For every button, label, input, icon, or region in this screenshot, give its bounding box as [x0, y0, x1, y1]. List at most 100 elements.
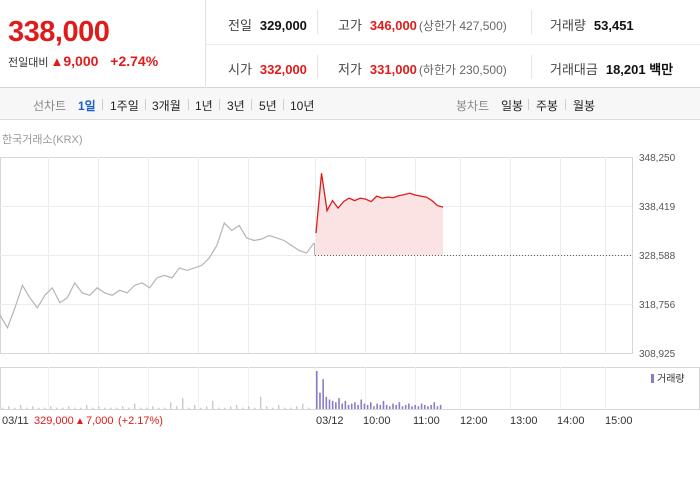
volume-bar	[38, 407, 40, 409]
volume-bar	[86, 404, 88, 409]
volume-bar	[379, 404, 382, 409]
volume-bar	[404, 404, 407, 409]
x-tick-label: 14:00	[557, 415, 585, 427]
high-label: 고가	[338, 18, 362, 33]
divider	[317, 55, 318, 79]
divider	[145, 99, 146, 110]
volume-bar	[319, 392, 321, 409]
volume-bar	[266, 406, 268, 409]
volume-bar	[417, 406, 420, 409]
volume-bar	[2, 407, 4, 409]
line-chart-label: 선차트	[33, 99, 67, 113]
y-tick-label: 308,925	[639, 349, 676, 360]
volume-bar	[128, 407, 130, 409]
volume-bar	[104, 407, 106, 409]
volume-bar	[354, 402, 356, 409]
period-5y[interactable]: 5년	[259, 99, 277, 113]
volume-bar	[401, 406, 404, 409]
volume-bar	[290, 407, 292, 409]
volume-bar	[389, 406, 391, 409]
volume-bar	[278, 404, 280, 409]
volume-bar	[176, 406, 178, 409]
prev-session-date: 03/11	[2, 415, 29, 427]
x-tick-label: 15:00	[605, 415, 633, 427]
divider	[102, 99, 103, 110]
triangle-up-icon: ▲	[50, 54, 64, 69]
today-line	[315, 173, 444, 234]
divider	[206, 44, 700, 45]
divider	[531, 55, 532, 79]
volume-bar	[122, 406, 124, 409]
volume-bar	[347, 404, 350, 409]
volume-bar	[302, 403, 304, 409]
candle-daily[interactable]: 일봉	[501, 99, 524, 113]
divider	[531, 10, 532, 34]
y-axis-ticks: 348,250 338,419 328,588 318,756 308,925	[639, 153, 676, 360]
volume-bar	[74, 407, 76, 409]
x-tick-label: 13:00	[510, 415, 538, 427]
volume-label: 거래량	[550, 18, 586, 33]
price-area	[316, 173, 443, 255]
volume-bar	[350, 403, 353, 409]
volume-bar	[134, 403, 136, 409]
chart-grid	[0, 157, 700, 410]
volume-bar	[116, 407, 118, 409]
x-axis-ticks: 03/12 10:00 11:00 12:00 13:00 14:00 15:00	[316, 415, 633, 427]
volume-bar	[369, 402, 372, 409]
x-tick-label: 11:00	[413, 415, 440, 427]
volume-bar	[338, 398, 340, 409]
change-percent: +2.74%	[110, 53, 159, 69]
volume-bar	[140, 407, 142, 409]
volume-bar	[68, 406, 70, 409]
candle-weekly[interactable]: 주봉	[536, 99, 559, 113]
volume-bar	[423, 404, 426, 409]
open-label: 시가	[228, 62, 252, 77]
amount-cell: 거래대금 18,201 백만	[550, 59, 673, 78]
open-cell: 시가 332,000	[228, 59, 307, 78]
period-10y[interactable]: 10년	[290, 99, 315, 113]
prev-session-line	[0, 221, 315, 330]
volume-frame	[0, 367, 700, 410]
volume-bar	[382, 400, 385, 409]
period-1y[interactable]: 1년	[195, 99, 213, 113]
volume-bar	[152, 406, 154, 409]
volume-bar	[433, 402, 436, 409]
volume-bar	[344, 400, 347, 409]
volume-bar	[376, 403, 378, 409]
volume-bar	[170, 402, 172, 409]
volume-bar	[408, 403, 410, 409]
price-lines	[0, 173, 632, 330]
volume-bar	[427, 406, 429, 409]
volume-bar	[248, 406, 250, 409]
period-3y[interactable]: 3년	[227, 99, 245, 113]
low-cell: 저가 331,000 (하한가 230,500)	[338, 59, 507, 78]
volume-bar	[420, 403, 423, 409]
period-1d[interactable]: 1일	[78, 99, 96, 113]
change-row: 전일대비 ▲9,000 +2.74%	[8, 53, 158, 70]
y-tick-label: 338,419	[639, 202, 676, 213]
volume-bar	[363, 403, 366, 409]
volume-bar	[98, 406, 100, 409]
period-1w[interactable]: 1주일	[110, 99, 139, 113]
volume-bar	[158, 407, 160, 409]
volume-bar	[385, 404, 388, 409]
volume-bar	[92, 407, 94, 409]
triangle-up-icon: ▲	[75, 416, 85, 427]
volume-bar	[224, 407, 226, 409]
prev-session-change: 7,000	[86, 415, 114, 427]
volume-bar	[308, 407, 310, 409]
period-3m[interactable]: 3개월	[152, 99, 181, 113]
change-label: 전일대비	[8, 57, 49, 69]
volume-bar	[236, 404, 238, 409]
volume-bar	[411, 406, 413, 409]
volume-bar	[62, 407, 64, 409]
candle-monthly[interactable]: 월봉	[573, 99, 596, 113]
volume-bar	[328, 399, 331, 409]
volume-bar	[392, 403, 394, 409]
volume-bar	[331, 400, 334, 409]
volume-bar	[20, 404, 22, 409]
volume-bar	[26, 407, 28, 409]
volume-bar	[436, 406, 439, 409]
volume-bar	[110, 407, 112, 409]
